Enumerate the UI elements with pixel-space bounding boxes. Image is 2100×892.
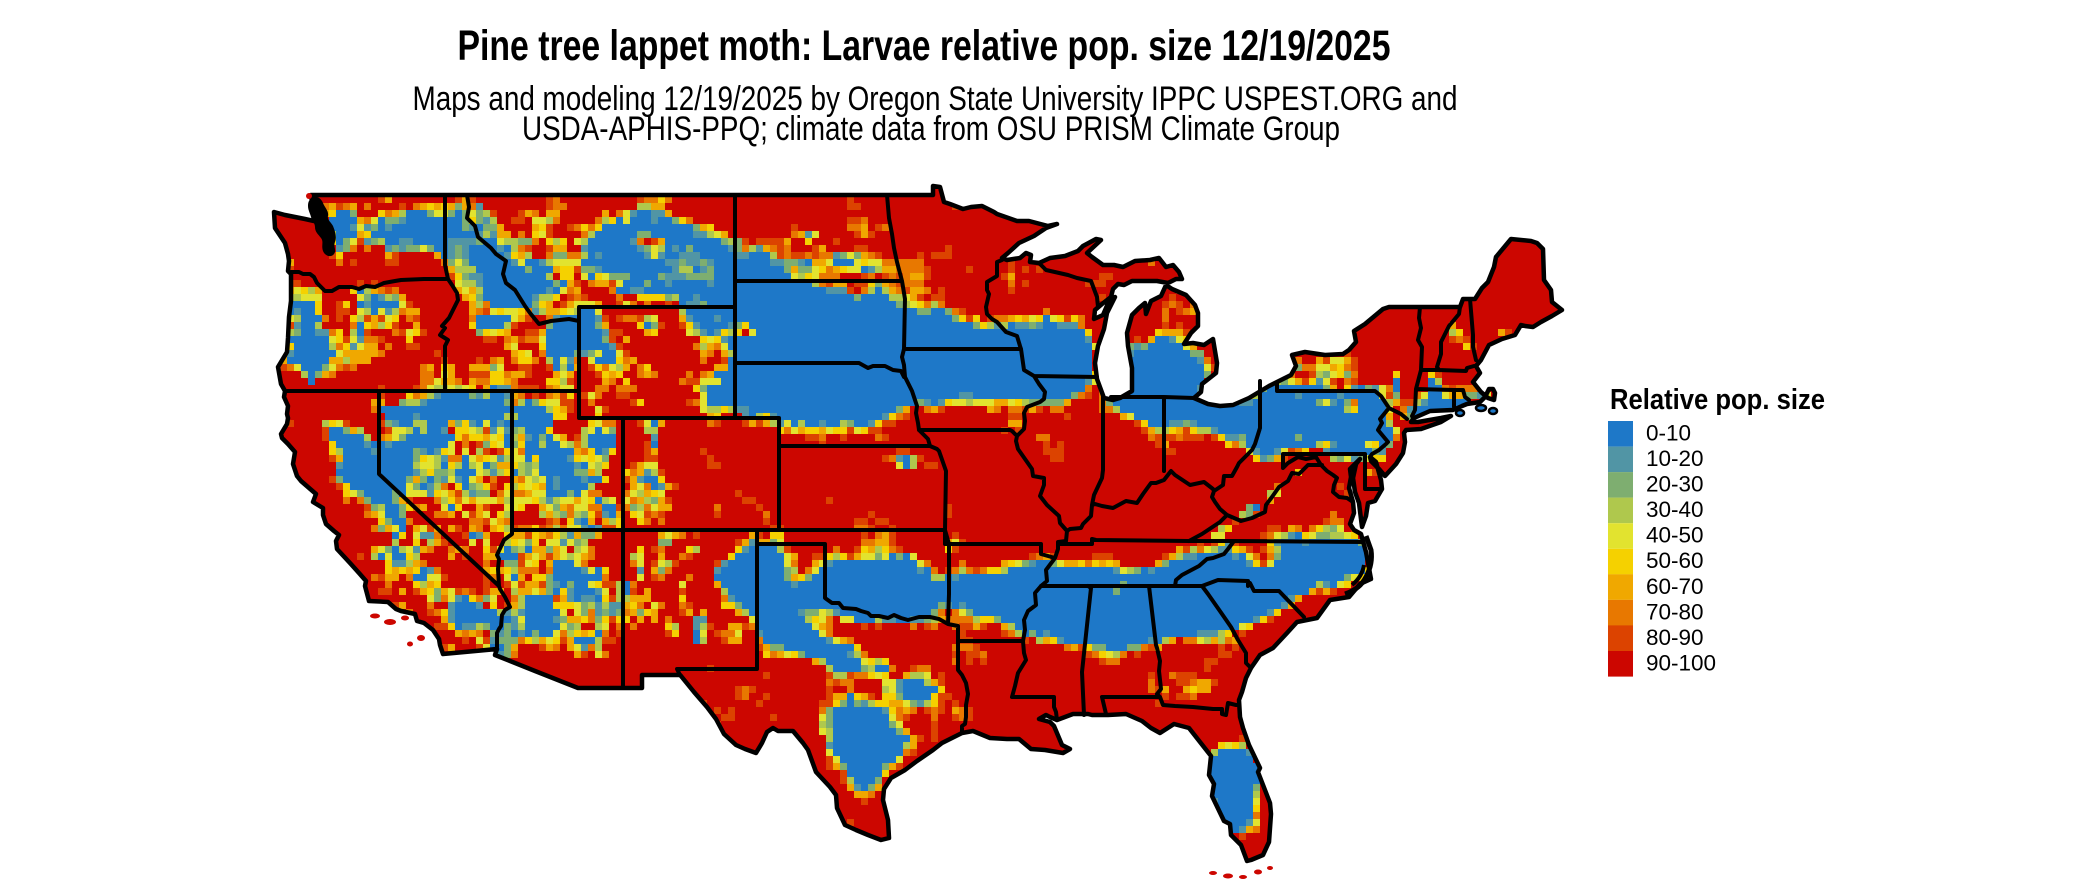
svg-text:10-20: 10-20 bbox=[1646, 446, 1704, 471]
svg-text:USDA-APHIS-PPQ; climate data f: USDA-APHIS-PPQ; climate data from OSU PR… bbox=[522, 110, 1340, 148]
svg-text:30-40: 30-40 bbox=[1646, 497, 1704, 522]
svg-text:Maps and modeling 12/19/2025 b: Maps and modeling 12/19/2025 by Oregon S… bbox=[413, 80, 1458, 118]
svg-text:40-50: 40-50 bbox=[1646, 523, 1704, 548]
svg-text:50-60: 50-60 bbox=[1646, 548, 1704, 573]
svg-text:Relative pop. size: Relative pop. size bbox=[1610, 384, 1825, 416]
svg-text:Pine tree lappet moth: Larvae: Pine tree lappet moth: Larvae relative p… bbox=[458, 22, 1391, 70]
svg-text:70-80: 70-80 bbox=[1646, 599, 1704, 624]
svg-text:80-90: 80-90 bbox=[1646, 625, 1704, 650]
svg-text:0-10: 0-10 bbox=[1646, 421, 1691, 446]
svg-text:60-70: 60-70 bbox=[1646, 574, 1704, 599]
svg-text:20-30: 20-30 bbox=[1646, 472, 1704, 497]
svg-text:90-100: 90-100 bbox=[1646, 651, 1716, 676]
